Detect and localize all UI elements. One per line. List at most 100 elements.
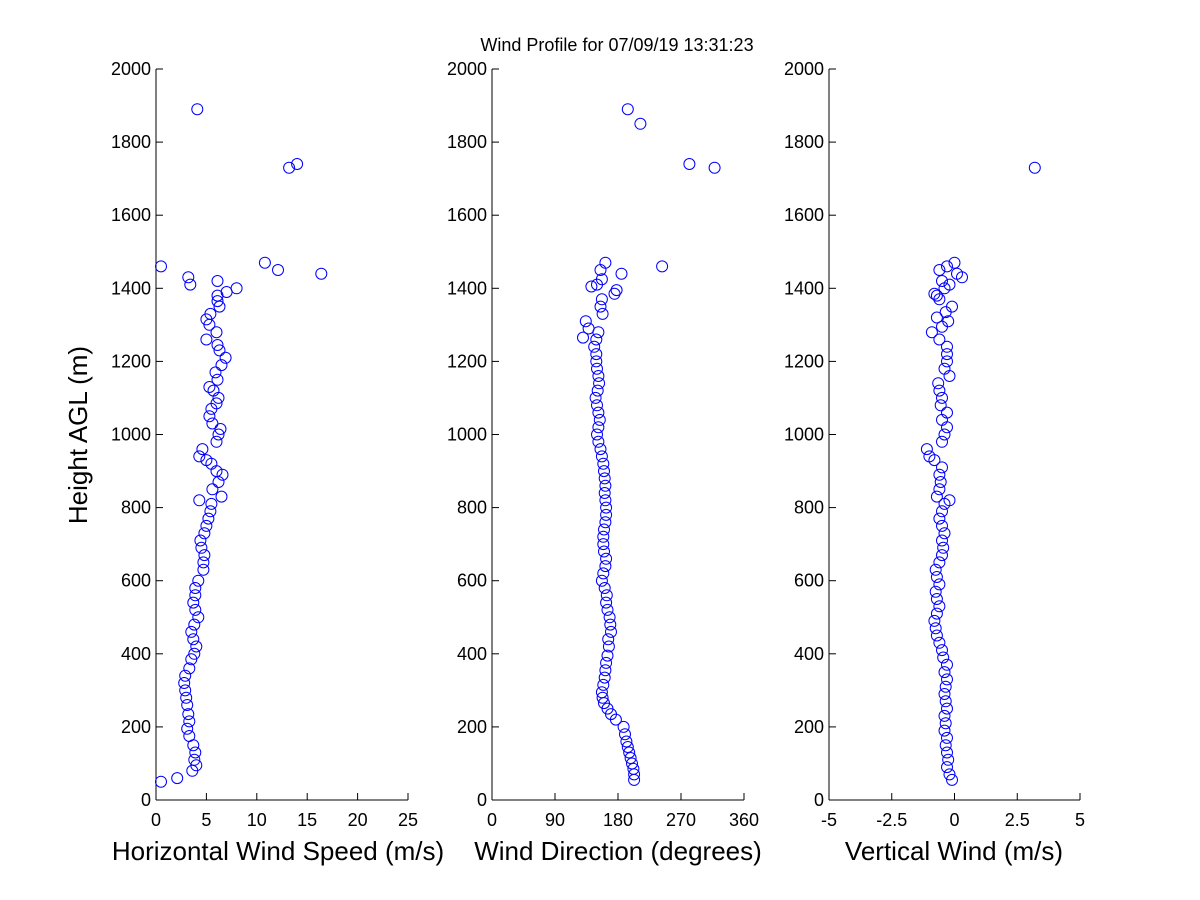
data-point [591, 428, 603, 441]
x-tick-label: 0 [487, 810, 497, 830]
data-point [938, 709, 951, 722]
data-point [258, 256, 271, 269]
data-point [598, 582, 611, 594]
data-point [185, 653, 198, 666]
data-point [210, 326, 223, 339]
data-point [936, 534, 948, 547]
data-point [930, 593, 943, 605]
x-tick-label: 25 [398, 810, 418, 830]
y-tick-label: 800 [121, 498, 151, 518]
data-point [1028, 161, 1041, 174]
data-point [941, 260, 953, 273]
data-point [933, 468, 946, 481]
data-point [925, 326, 938, 339]
data-point [933, 600, 946, 613]
data-point [621, 741, 634, 753]
y-tick-label: 400 [794, 644, 824, 664]
data-point [215, 359, 228, 372]
data-point [203, 381, 216, 393]
data-point [936, 644, 948, 657]
data-point [213, 344, 226, 357]
x-tick-label: 270 [666, 810, 696, 830]
y-tick-label: 0 [141, 790, 151, 810]
data-point [202, 512, 215, 525]
data-point [585, 280, 598, 293]
data-point [933, 512, 946, 525]
data-point [189, 589, 202, 602]
data-point [939, 680, 952, 693]
y-tick-label: 1800 [784, 132, 824, 152]
data-point [943, 768, 956, 781]
data-point [204, 505, 217, 518]
data-point [938, 688, 951, 700]
x-tick-label: 10 [247, 810, 267, 830]
y-tick-label: 600 [121, 571, 151, 591]
data-point [602, 633, 615, 646]
data-point [932, 377, 945, 390]
x-tick-label: 360 [729, 810, 759, 830]
data-point [591, 384, 604, 397]
data-point [192, 611, 205, 624]
data-point [942, 753, 955, 766]
data-point [191, 103, 204, 116]
data-point [598, 523, 610, 536]
data-point [291, 158, 304, 170]
data-point [220, 286, 233, 298]
figure-title: Wind Profile for 07/09/19 13:31:23 [480, 35, 753, 55]
data-point [610, 284, 623, 297]
x-axis-label-horizontal-wind-speed: Horizontal Wind Speed (m/s) [112, 836, 444, 866]
data-point [939, 739, 952, 752]
data-point [598, 545, 610, 558]
data-point [189, 582, 202, 594]
data-point [194, 534, 207, 547]
data-point [183, 730, 196, 742]
data-point [934, 399, 947, 412]
data-point [626, 757, 638, 770]
data-point [190, 759, 203, 772]
y-tick-label: 400 [457, 644, 487, 664]
data-point [215, 490, 228, 503]
data-point [620, 735, 633, 748]
data-point [590, 333, 603, 346]
data-point [933, 578, 946, 591]
data-point [933, 384, 946, 397]
data-point [936, 549, 948, 562]
data-point [185, 625, 198, 638]
data-point [936, 519, 948, 532]
data-point [204, 307, 217, 320]
data-point [929, 585, 942, 598]
data-point [941, 348, 953, 361]
data-point [708, 161, 721, 174]
y-tick-label: 1800 [111, 132, 151, 152]
x-tick-label: 0 [949, 810, 959, 830]
data-point [615, 267, 628, 280]
data-point [197, 563, 210, 576]
data-point [591, 362, 603, 375]
data-point [941, 673, 953, 686]
data-point [941, 355, 953, 368]
data-point [198, 549, 211, 562]
data-point [930, 607, 943, 620]
y-tick-label: 200 [794, 717, 824, 737]
data-point [598, 472, 611, 485]
y-tick-label: 2000 [111, 59, 151, 79]
panel-vertical-wind: 0 200 400 600 800 1000 1200 1400 1600 1800 2000 -5 -… [784, 59, 1085, 866]
data-point [933, 636, 946, 649]
data-point [188, 753, 201, 766]
data-point [933, 264, 946, 276]
data-point [188, 618, 201, 631]
x-tick-label: -2.5 [876, 810, 907, 830]
data-point [188, 647, 201, 660]
data-point [933, 333, 946, 346]
data-point [594, 443, 607, 456]
data-point [595, 273, 608, 286]
data-point [605, 625, 617, 638]
data-point [934, 476, 947, 488]
data-point [930, 490, 943, 503]
y-tick-label: 1800 [447, 132, 487, 152]
y-tick-label: 1200 [111, 351, 151, 371]
data-point [579, 315, 592, 328]
data-point [929, 563, 942, 576]
data-point [627, 762, 640, 775]
data-point [182, 708, 195, 721]
